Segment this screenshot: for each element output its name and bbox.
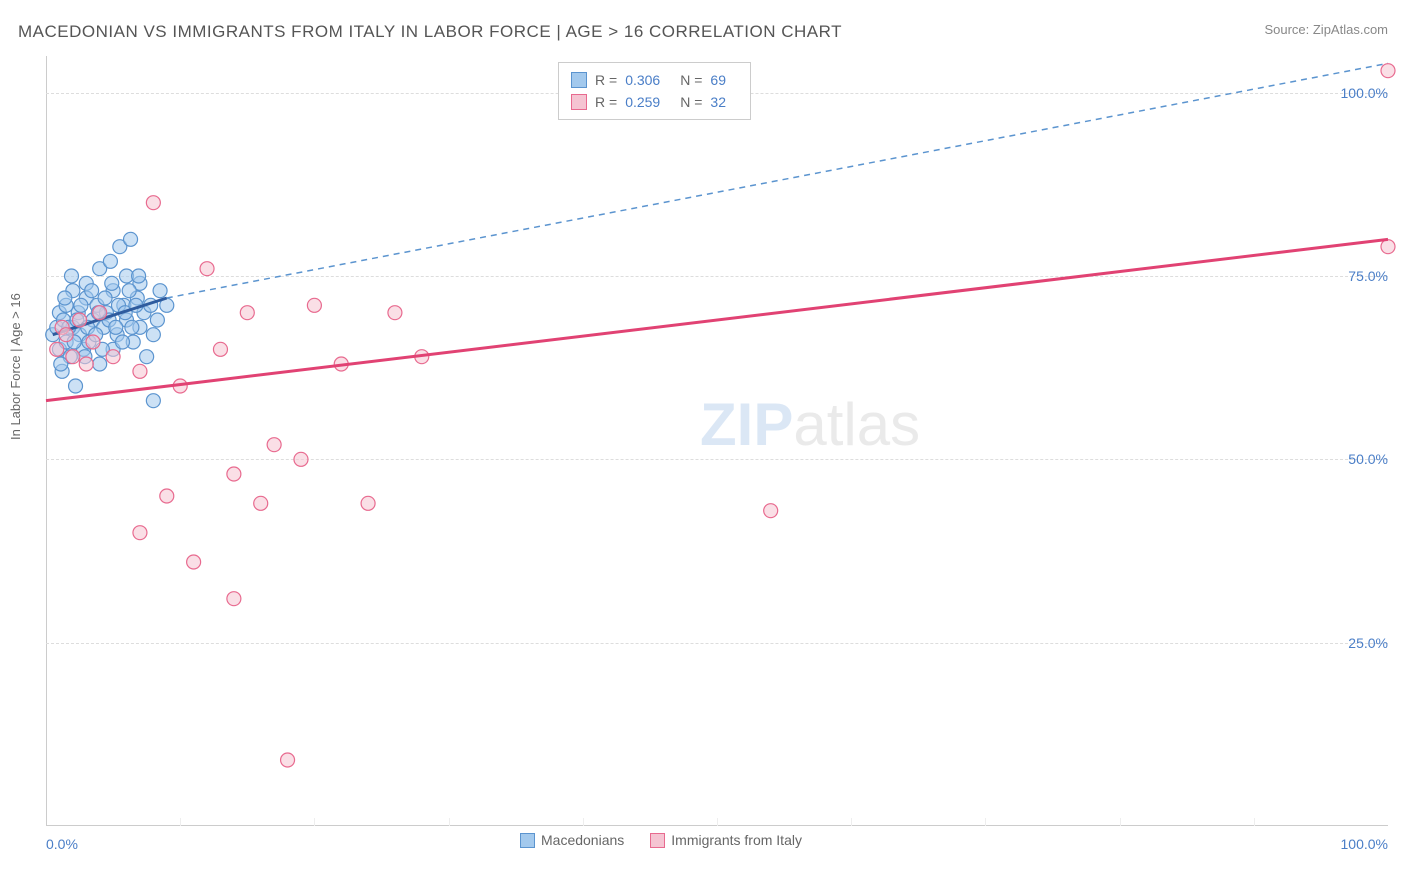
r-value: 0.306 <box>625 69 660 91</box>
legend-item-immigrants: Immigrants from Italy <box>650 832 802 848</box>
stats-row-immigrants: R = 0.259 N = 32 <box>571 91 738 113</box>
x-axis-max-label: 100.0% <box>1341 836 1388 852</box>
n-label: N = <box>680 91 702 113</box>
x-axis-min-label: 0.0% <box>46 836 78 852</box>
n-value: 69 <box>710 69 726 91</box>
swatch-icon <box>520 833 535 848</box>
legend-label: Macedonians <box>541 832 624 848</box>
n-value: 32 <box>710 91 726 113</box>
y-axis-label: In Labor Force | Age > 16 <box>8 293 23 440</box>
r-label: R = <box>595 69 617 91</box>
n-label: N = <box>680 69 702 91</box>
swatch-icon <box>571 94 587 110</box>
legend-item-macedonians: Macedonians <box>520 832 624 848</box>
swatch-icon <box>571 72 587 88</box>
source-attribution: Source: ZipAtlas.com <box>1264 22 1388 37</box>
swatch-icon <box>650 833 665 848</box>
correlation-stats-box: R = 0.306 N = 69 R = 0.259 N = 32 <box>558 62 751 120</box>
stats-row-macedonians: R = 0.306 N = 69 <box>571 69 738 91</box>
r-label: R = <box>595 91 617 113</box>
legend-label: Immigrants from Italy <box>671 832 802 848</box>
scatter-plot-svg <box>46 56 1388 826</box>
r-value: 0.259 <box>625 91 660 113</box>
chart-title: MACEDONIAN VS IMMIGRANTS FROM ITALY IN L… <box>18 22 842 42</box>
legend: Macedonians Immigrants from Italy <box>520 832 802 848</box>
